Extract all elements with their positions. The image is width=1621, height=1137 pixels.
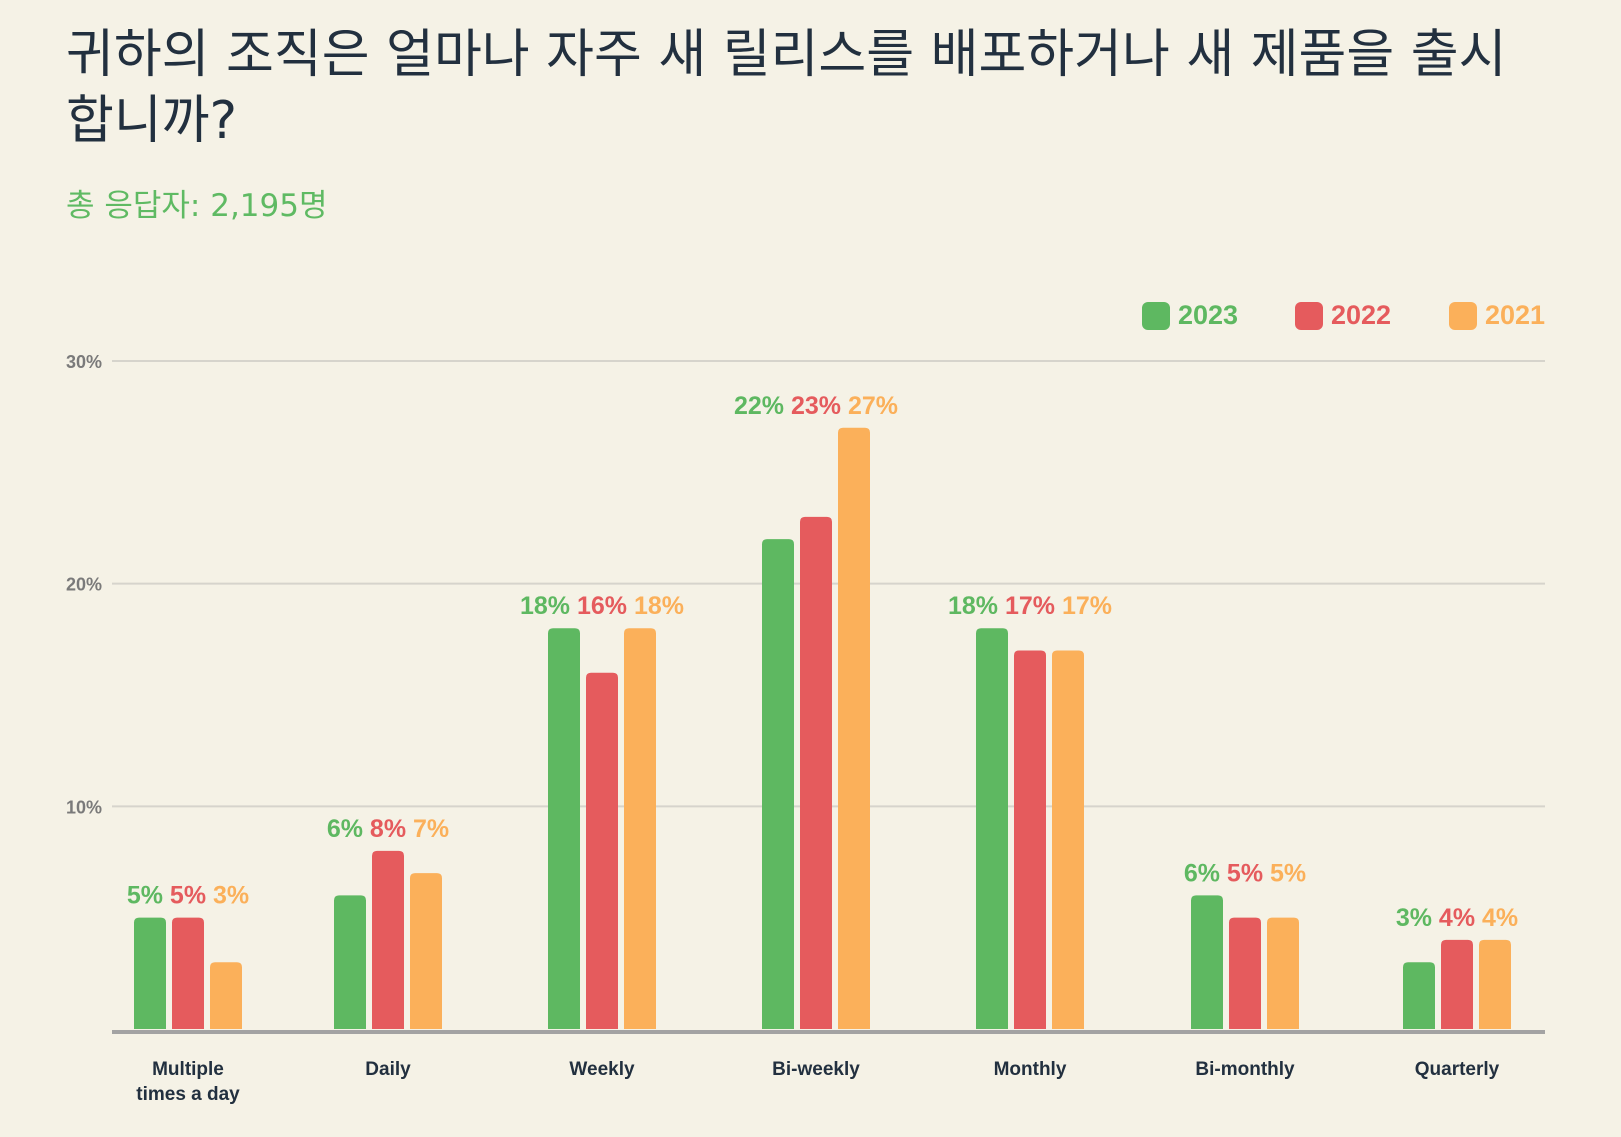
bar-2023-3 (762, 539, 794, 1029)
value-label-2022: 4% (1432, 904, 1475, 932)
category-label: Monthly (994, 1059, 1067, 1080)
legend-item-2021: 2021 (1449, 300, 1545, 331)
bar-2021-2 (624, 628, 656, 1029)
value-label-2023: 18% (948, 592, 998, 620)
value-label-2022: 23% (784, 392, 841, 420)
value-label-group: 3% 4% 4% (1396, 904, 1518, 932)
value-label-2022: 8% (363, 815, 406, 843)
bar-2022-3 (800, 516, 832, 1029)
bar-2022-6 (1441, 939, 1473, 1029)
bar-2023-6 (1403, 962, 1435, 1029)
y-tick-label: 10% (66, 797, 102, 817)
value-label-group: 22% 23% 27% (734, 392, 898, 420)
category-label: Bi-monthly (1195, 1059, 1295, 1080)
bar-2022-2 (586, 672, 618, 1029)
legend-swatch-2021 (1449, 301, 1477, 330)
bar-2022-5 (1229, 917, 1261, 1029)
legend-label-2022: 2022 (1331, 300, 1392, 330)
chart-title: 귀하의 조직은 얼마나 자주 새 릴리스를 배포하거나 새 제품을 출시합니까? (66, 25, 1507, 151)
value-label-2022: 5% (163, 882, 206, 910)
value-label-2021: 18% (627, 592, 684, 620)
value-label-2023: 3% (1396, 904, 1432, 932)
value-label-group: 6% 5% 5% (1184, 859, 1306, 887)
value-label-2023: 5% (127, 882, 163, 910)
value-label-group: 18% 16% 18% (520, 592, 684, 620)
value-label-2022: 5% (1220, 859, 1263, 887)
bar-2021-1 (410, 873, 442, 1029)
value-label-2021: 17% (1055, 592, 1112, 620)
bar-2022-4 (1014, 650, 1046, 1029)
bar-2022-1 (372, 850, 404, 1029)
value-label-2021: 5% (1263, 859, 1306, 887)
value-label-2023: 18% (520, 592, 570, 620)
value-label-2023: 22% (734, 392, 784, 420)
y-tick-label: 30% (66, 352, 102, 372)
value-label-2023: 6% (1184, 859, 1220, 887)
bar-2023-5 (1191, 895, 1223, 1029)
value-label-2022: 17% (998, 592, 1055, 620)
legend-item-2022: 2022 (1295, 300, 1391, 331)
value-label-group: 18% 17% 17% (948, 592, 1112, 620)
bar-2023-2 (548, 628, 580, 1029)
bar-2023-0 (134, 917, 166, 1029)
category-label: times a day (136, 1084, 240, 1105)
value-label-2021: 27% (841, 392, 898, 420)
category-label: Daily (365, 1059, 411, 1080)
category-label: Weekly (569, 1059, 635, 1080)
legend-swatch-2023 (1142, 301, 1170, 330)
bar-2023-4 (976, 628, 1008, 1029)
legend-label-2021: 2021 (1485, 300, 1546, 330)
value-label-2021: 7% (406, 815, 449, 843)
value-label-2021: 3% (206, 882, 249, 910)
category-label: Bi-weekly (772, 1059, 860, 1080)
y-tick-label: 20% (66, 575, 102, 595)
category-label: Quarterly (1415, 1059, 1500, 1080)
legend-label-2023: 2023 (1178, 300, 1239, 330)
bar-2021-3 (838, 427, 870, 1029)
bar-2021-0 (210, 962, 242, 1029)
value-label-2022: 16% (570, 592, 627, 620)
value-label-2021: 4% (1475, 904, 1518, 932)
legend-item-2023: 2023 (1142, 300, 1238, 331)
bar-2022-0 (172, 917, 204, 1029)
value-label-2023: 6% (327, 815, 363, 843)
bar-2021-5 (1267, 917, 1299, 1029)
chart-subtitle: 총 응답자: 2,195명 (66, 188, 328, 224)
value-label-group: 5% 5% 3% (127, 882, 249, 910)
category-label: Multiple (152, 1059, 224, 1080)
value-label-group: 6% 8% 7% (327, 815, 449, 843)
legend-swatch-2022 (1295, 301, 1323, 330)
bar-2021-6 (1479, 939, 1511, 1029)
bar-2021-4 (1052, 650, 1084, 1029)
bar-2023-1 (334, 895, 366, 1029)
